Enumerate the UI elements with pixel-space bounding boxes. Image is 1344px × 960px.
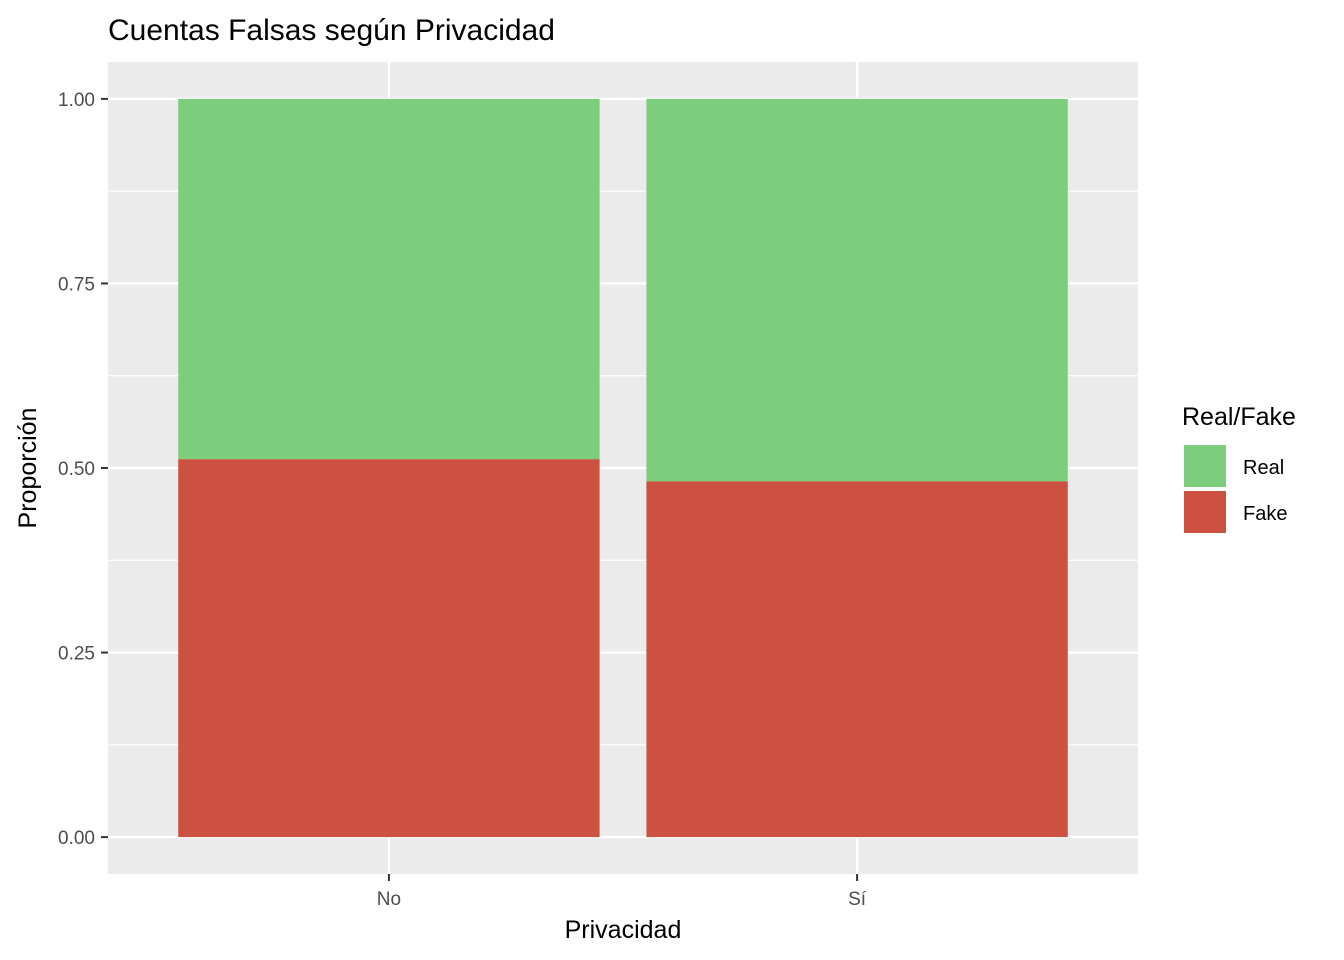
bar-fake-1 (178, 459, 600, 838)
bar-real-2 (646, 98, 1068, 482)
bar-real-1 (178, 98, 600, 460)
x-axis-title: Privacidad (565, 916, 682, 944)
legend-label-fake: Fake (1243, 503, 1287, 525)
x-axis: No Sí (377, 874, 867, 910)
legend-label-real: Real (1243, 457, 1284, 479)
x-tick-label: No (377, 889, 401, 910)
y-tick-label: 1.00 (58, 90, 95, 111)
y-axis: 0.00 0.25 0.50 0.75 1.00 (58, 90, 108, 849)
y-tick-label: 0.00 (58, 828, 95, 849)
y-axis-title: Proporción (14, 408, 42, 529)
y-tick-label: 0.75 (58, 274, 95, 295)
bars (178, 98, 1068, 838)
legend: Real/Fake Real Fake (1182, 403, 1296, 535)
y-tick-label: 0.25 (58, 644, 95, 665)
legend-title: Real/Fake (1182, 403, 1296, 431)
legend-key-real (1182, 443, 1228, 489)
x-tick-label: Sí (848, 889, 867, 910)
y-tick-label: 0.50 (58, 459, 95, 480)
chart-title: Cuentas Falsas según Privacidad (108, 14, 555, 47)
bar-fake-2 (646, 481, 1068, 838)
legend-key-fake (1182, 489, 1228, 535)
